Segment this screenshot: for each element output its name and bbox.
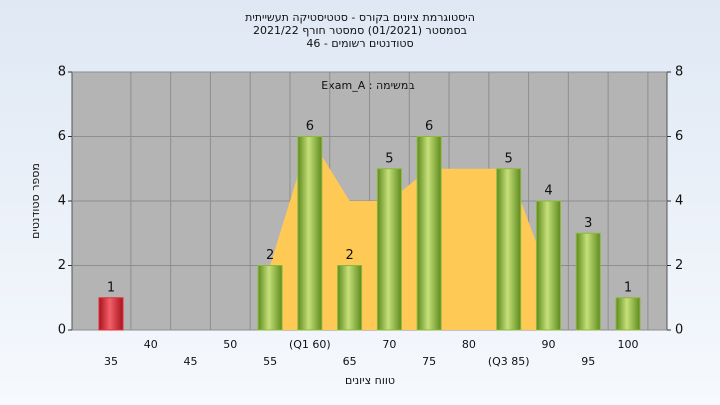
data-label: 3: [584, 216, 592, 231]
bar: [496, 168, 522, 331]
x-tick-label: 40: [144, 338, 158, 351]
data-label: 5: [385, 151, 393, 166]
bar: [535, 200, 561, 331]
data-label: 1: [107, 280, 115, 295]
x-tick-label: 55: [263, 355, 277, 368]
data-label: 2: [345, 248, 353, 263]
bar: [257, 265, 283, 331]
x-tick-label: (Q3 85): [488, 355, 530, 368]
x-tick-label: 90: [541, 338, 555, 351]
y2-tick-label: 2: [675, 258, 683, 273]
x-tick-label: 50: [223, 338, 237, 351]
x-tick-label: 45: [184, 355, 198, 368]
bar: [297, 136, 323, 331]
y-tick-label: 0: [58, 323, 66, 338]
data-label: 4: [544, 184, 552, 199]
data-label: 5: [505, 151, 513, 166]
annotation: Exam_A : במשימה: [321, 79, 414, 92]
x-tick-label: 95: [581, 355, 595, 368]
x-tick-label: 80: [462, 338, 476, 351]
x-tick-label: 65: [343, 355, 357, 368]
chart-title: היסטוגרמת ציונים בקורס - סטטיסטיקה תעשיי…: [245, 11, 475, 24]
bar: [376, 168, 402, 331]
x-axis-label: טווח ציונים: [345, 374, 395, 387]
y-tick-label: 2: [58, 258, 66, 273]
y-axis-label: מספר סטודנטים: [29, 163, 42, 239]
y-tick-label: 8: [58, 65, 66, 80]
bar: [337, 265, 363, 331]
y2-tick-label: 6: [675, 129, 683, 144]
chart-subtitle: סטודנטים רשומים - 46: [306, 37, 413, 50]
y2-tick-label: 0: [675, 323, 683, 338]
y2-tick-label: 4: [675, 194, 683, 209]
data-label: 2: [266, 248, 274, 263]
data-label: 6: [425, 119, 433, 134]
data-label: 1: [624, 280, 632, 295]
bar: [615, 297, 641, 331]
y2-tick-label: 8: [675, 65, 683, 80]
chart-subtitle: בסמסטר (01/2021) סמסטר חורף 2021/22: [253, 24, 467, 37]
bar: [416, 136, 442, 331]
x-tick-label: 35: [104, 355, 118, 368]
bar: [575, 232, 601, 331]
y-tick-label: 4: [58, 194, 66, 209]
y-tick-label: 6: [58, 129, 66, 144]
x-tick-label: 100: [618, 338, 639, 351]
x-tick-label: 70: [382, 338, 396, 351]
data-label: 6: [306, 119, 314, 134]
bar: [98, 297, 124, 331]
x-tick-label: 75: [422, 355, 436, 368]
x-tick-label: (Q1 60): [289, 338, 331, 351]
